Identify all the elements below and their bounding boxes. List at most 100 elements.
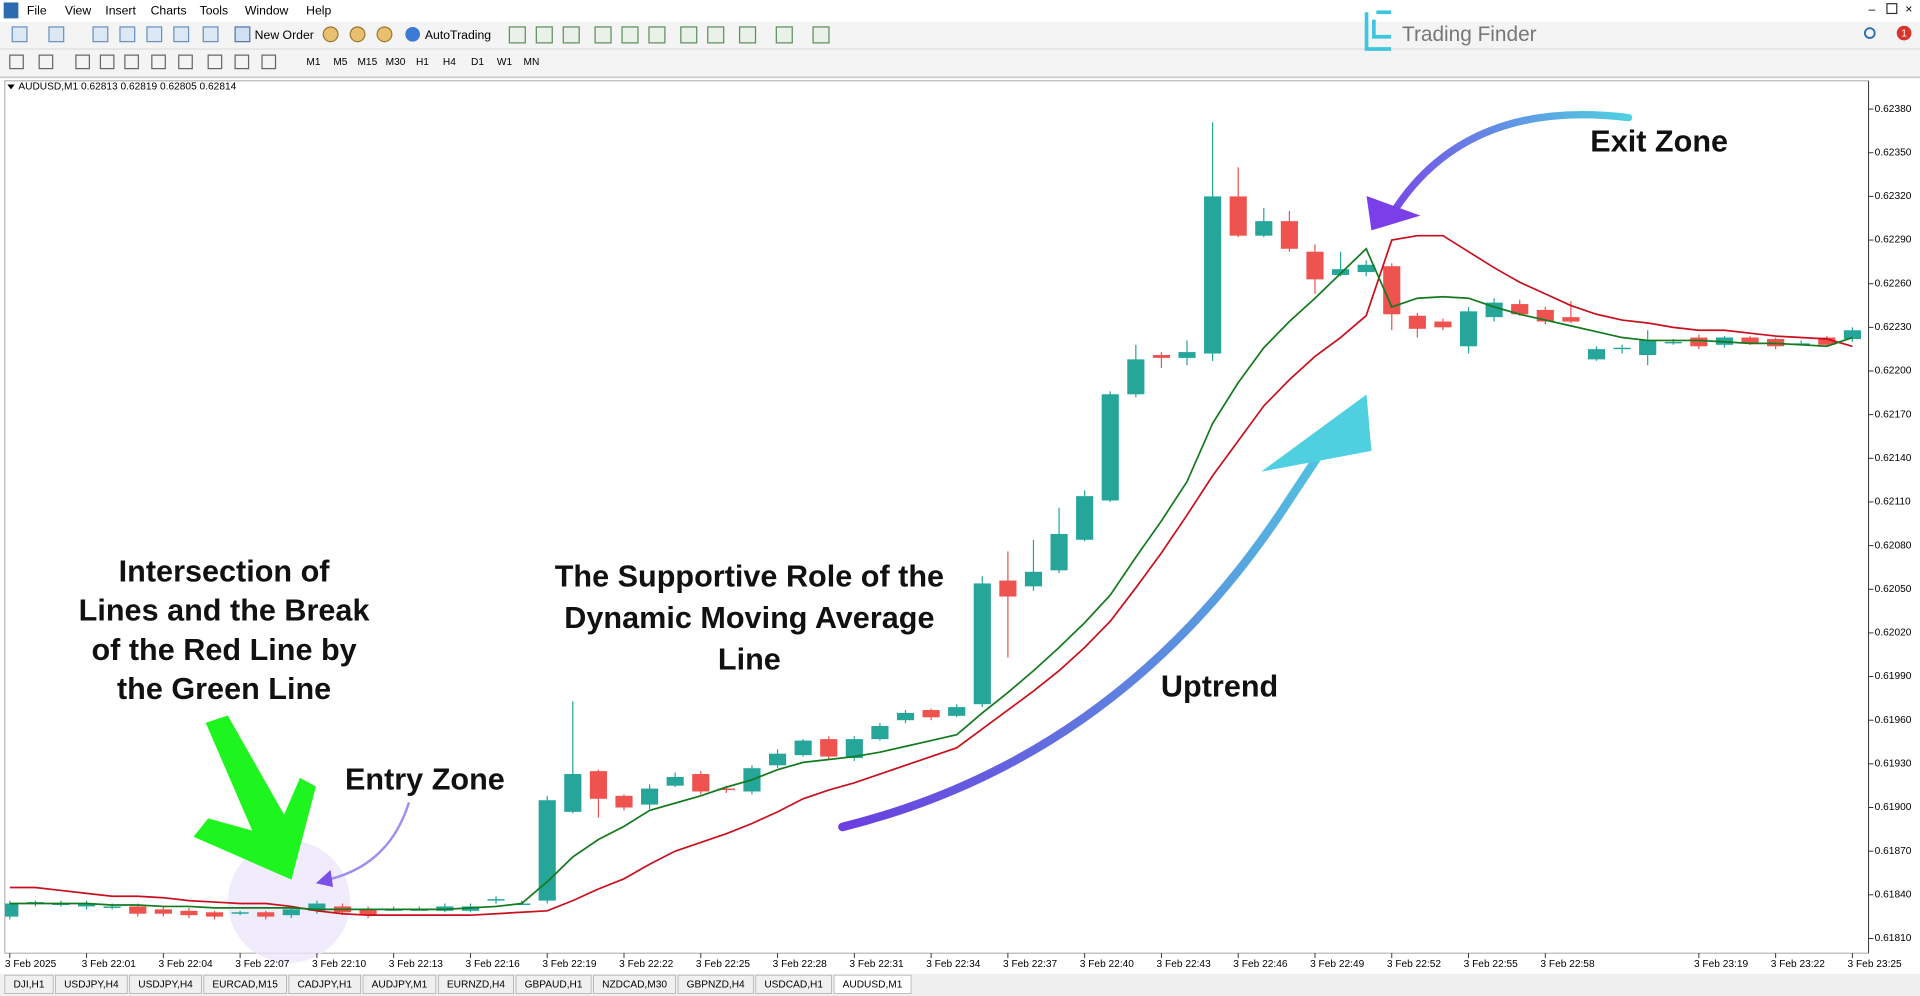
tab[interactable] [203, 974, 287, 994]
tab-label[interactable]: DJI,H1 [13, 980, 44, 991]
toolbar-button[interactable] [680, 26, 698, 44]
menu-item[interactable]: Window [245, 3, 289, 17]
candle-body [1741, 337, 1759, 344]
tab[interactable] [55, 974, 128, 994]
menu-item[interactable]: Insert [105, 3, 136, 17]
tab-label[interactable]: AUDUSD,M1 [843, 980, 903, 991]
toolbar-button[interactable] [202, 26, 219, 43]
drawing-tool[interactable] [124, 54, 139, 70]
autotrading-icon[interactable] [405, 26, 420, 42]
timeframe-button[interactable]: MN [524, 57, 540, 68]
toolbar-button[interactable] [48, 26, 65, 43]
new-order-button[interactable]: New Order [255, 28, 314, 42]
tab-label[interactable]: CADJPY,H1 [297, 980, 352, 991]
drawing-tool[interactable] [75, 54, 91, 70]
menu-item[interactable]: Help [306, 3, 331, 17]
menu-item[interactable]: Charts [151, 3, 187, 17]
toolbar-button[interactable] [535, 26, 553, 44]
drawing-tool[interactable] [38, 54, 54, 70]
toolbar-button[interactable] [648, 26, 666, 44]
tab[interactable] [833, 974, 912, 994]
tab[interactable] [362, 974, 437, 994]
toolbar-button[interactable] [146, 26, 163, 43]
tab-label[interactable]: NZDCAD,M30 [602, 980, 667, 991]
drawing-tool[interactable] [99, 54, 115, 70]
toolbar-button[interactable] [562, 26, 580, 44]
toolbar-button[interactable] [11, 26, 28, 43]
candle-body [717, 788, 735, 791]
badge-count: 1 [1901, 28, 1906, 39]
candle-body [922, 710, 940, 718]
timeframe-button[interactable]: W1 [497, 57, 513, 68]
toolbar-button[interactable] [812, 26, 830, 44]
tab[interactable] [677, 974, 754, 994]
candle-body [487, 899, 505, 901]
annotation-text: Entry Zone [345, 763, 505, 797]
x-tick-label: 3 Feb 2025 [5, 959, 57, 970]
timeframe-button[interactable]: H4 [443, 57, 456, 68]
search-icon[interactable] [1863, 27, 1876, 39]
timeframe-button[interactable]: M5 [333, 57, 347, 68]
candle-body [1639, 340, 1657, 355]
candle-body [1587, 349, 1606, 360]
toolbar-button[interactable] [594, 26, 612, 44]
x-tick-label: 3 Feb 23:25 [1848, 959, 1903, 970]
drawing-tool[interactable] [9, 54, 24, 70]
toolbar-button[interactable] [707, 26, 725, 44]
uptrend-arrowhead [1261, 394, 1372, 472]
candle-body [820, 739, 838, 757]
tab[interactable] [437, 974, 514, 994]
tab-label[interactable]: USDJPY,H4 [64, 980, 119, 991]
minimize-button[interactable]: – [1869, 2, 1876, 16]
annotations: Intersection of Lines and the Break of the… [79, 124, 1728, 796]
menu-item[interactable]: File [27, 3, 47, 17]
app-icon [3, 2, 19, 19]
tab[interactable] [4, 974, 54, 994]
new-order-icon[interactable] [234, 26, 251, 43]
toolbar-button[interactable] [376, 26, 393, 43]
menu-item[interactable]: View [65, 3, 91, 17]
x-tick-label: 3 Feb 22:22 [619, 959, 674, 970]
x-tick-label: 3 Feb 22:01 [82, 959, 137, 970]
toolbar-button[interactable] [508, 26, 526, 44]
tab-label[interactable]: GBPNZD,H4 [687, 980, 745, 991]
tab[interactable] [593, 974, 676, 994]
tab[interactable] [129, 974, 202, 994]
annotation-text: the Green Line [117, 672, 331, 706]
timeframe-button[interactable]: H1 [416, 57, 429, 68]
toolbar-button[interactable] [738, 26, 757, 44]
toolbar-button[interactable] [92, 26, 109, 43]
candle-body [1050, 533, 1068, 571]
timeframe-button[interactable]: M30 [386, 57, 406, 68]
drawing-tool[interactable] [207, 54, 223, 70]
timeframe-button[interactable]: D1 [471, 57, 484, 68]
candle-body [871, 726, 889, 740]
tab-label[interactable]: EURNZD,H4 [447, 980, 505, 991]
toolbar-button[interactable] [775, 26, 793, 44]
tab-label[interactable]: GBPAUD,H1 [525, 980, 583, 991]
menu-item[interactable]: Tools [200, 3, 229, 17]
tab[interactable] [515, 974, 592, 994]
tab-label[interactable]: USDCAD,H1 [764, 980, 823, 991]
timeframe-button[interactable]: M1 [306, 57, 320, 68]
tab[interactable] [755, 974, 832, 994]
tab-label[interactable]: USDJPY,H4 [138, 980, 193, 991]
timeframe-button[interactable]: M15 [357, 57, 377, 68]
drawing-tool[interactable] [234, 54, 250, 70]
toolbar-button[interactable] [173, 26, 190, 43]
tab[interactable] [288, 974, 361, 994]
toolbar-button[interactable] [349, 26, 366, 43]
drawing-tool[interactable] [151, 54, 166, 70]
toolbar-button[interactable] [621, 26, 639, 44]
autotrading-button[interactable]: AutoTrading [425, 28, 491, 42]
tab-label[interactable]: AUDJPY,M1 [372, 980, 428, 991]
restore-button[interactable] [1886, 3, 1898, 15]
close-button[interactable]: × [1905, 2, 1912, 16]
toolbar-button[interactable] [322, 26, 339, 43]
entry-highlight [227, 840, 351, 963]
drawing-tool[interactable] [178, 54, 193, 70]
drawing-tool[interactable] [261, 54, 277, 70]
y-tick-label: 0.62170 [1875, 409, 1912, 420]
tab-label[interactable]: EURCAD,M15 [212, 980, 278, 991]
toolbar-button[interactable] [119, 26, 136, 43]
